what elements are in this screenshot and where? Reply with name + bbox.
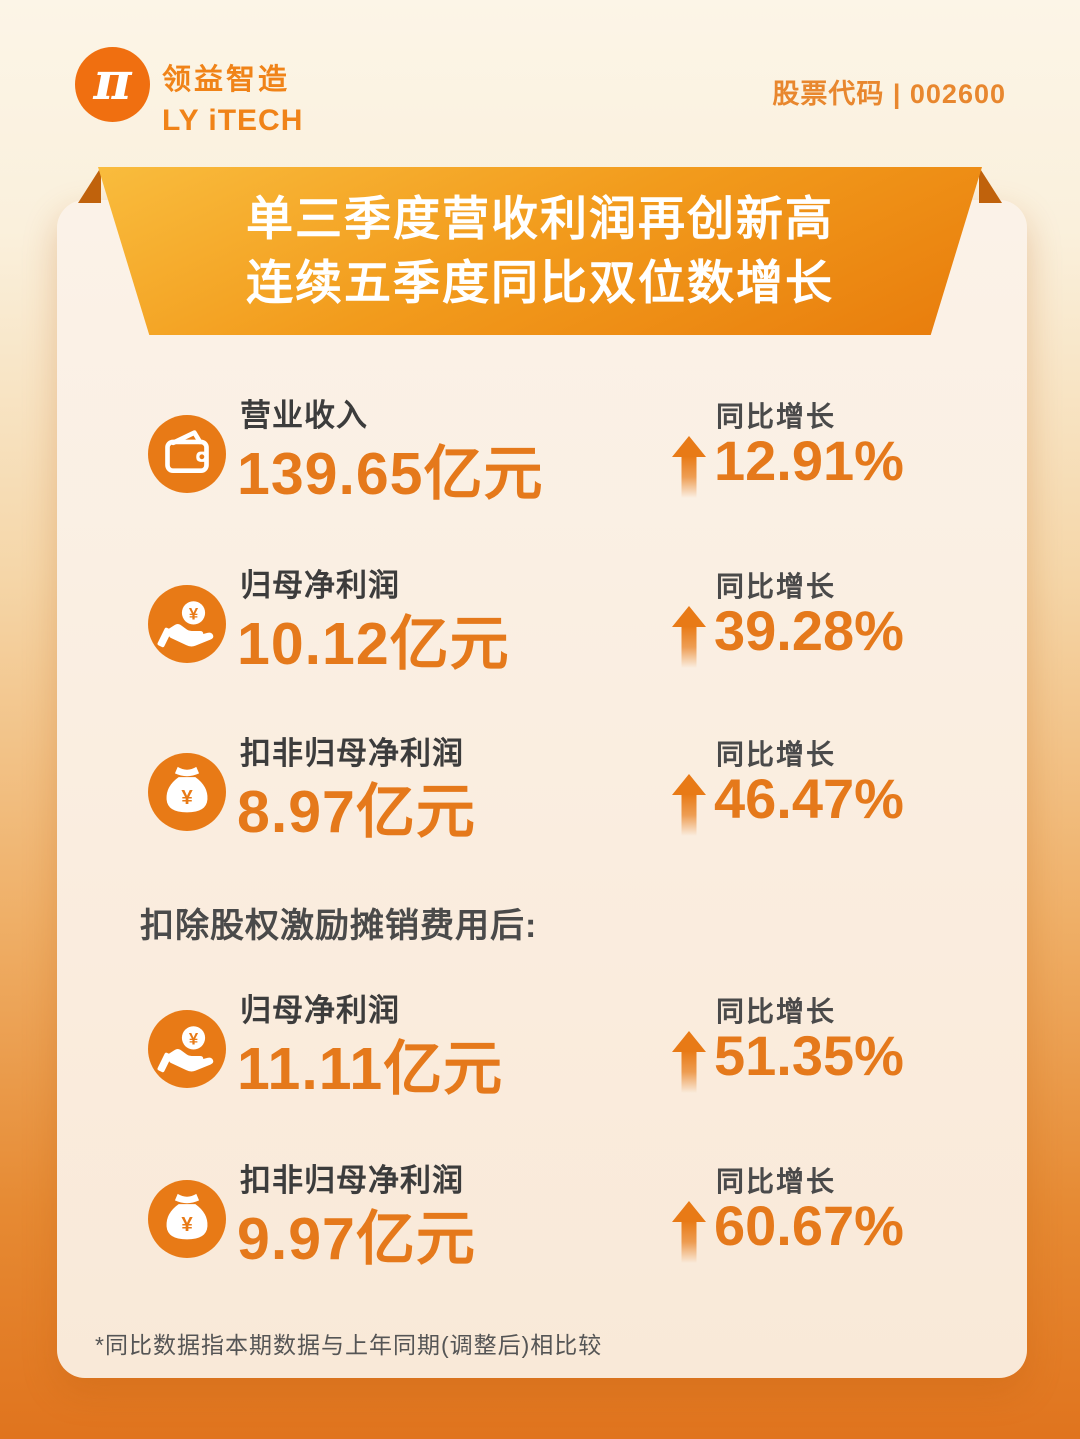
yoy-label: 同比增长 [716, 739, 837, 770]
yoy-value: 51.35% [714, 1024, 904, 1087]
yoy-value: 12.91% [714, 429, 904, 492]
yoy-label: 同比增长 [716, 1166, 837, 1197]
banner-title-line1: 单三季度营收利润再创新高 [246, 192, 834, 245]
footnote: *同比数据指本期数据与上年同期(调整后)相比较 [95, 1332, 603, 1358]
yoy-label: 同比增长 [716, 401, 837, 432]
svg-text:¥: ¥ [189, 604, 199, 623]
metric-value: 139.65亿元 [237, 441, 544, 507]
metric-value: 10.12亿元 [237, 611, 510, 677]
hand-coin-icon: ¥ [148, 585, 226, 663]
company-logo: π [75, 47, 150, 122]
svg-text:¥: ¥ [189, 1029, 199, 1048]
metric-row-revenue: 营业收入 139.65亿元 同比增长 12.91% [0, 390, 1080, 530]
title-banner: 单三季度营收利润再创新高 连续五季度同比双位数增长 [78, 167, 1002, 335]
metric-row-adjusted-nongaap-profit: ¥ 扣非归母净利润 9.97亿元 同比增长 60.67% [0, 1155, 1080, 1295]
arrow-up-icon [672, 774, 706, 836]
hand-coin-icon: ¥ [148, 1010, 226, 1088]
stock-code: 股票代码 | 002600 [772, 79, 1006, 109]
banner-fold-right [979, 167, 1002, 203]
yoy-label: 同比增长 [716, 996, 837, 1027]
banner-ribbon: 单三季度营收利润再创新高 连续五季度同比双位数增长 [98, 167, 982, 335]
arrow-up-icon [672, 606, 706, 668]
metric-row-nongaap-profit: ¥ 扣非归母净利润 8.97亿元 同比增长 46.47% [0, 728, 1080, 868]
wallet-icon [148, 415, 226, 493]
metric-value: 11.11亿元 [237, 1036, 504, 1102]
metric-label: 营业收入 [240, 398, 368, 433]
metric-label: 扣非归母净利润 [240, 736, 464, 771]
metric-value: 9.97亿元 [237, 1206, 476, 1272]
money-bag-icon: ¥ [148, 753, 226, 831]
brand-name-en: LY iTECH [162, 104, 304, 137]
banner-title-line2: 连续五季度同比双位数增长 [246, 256, 834, 309]
metric-label: 归母净利润 [240, 993, 400, 1028]
yoy-value: 39.28% [714, 599, 904, 662]
arrow-up-icon [672, 1031, 706, 1093]
banner-fold-left [78, 167, 101, 203]
yoy-value: 60.67% [714, 1194, 904, 1257]
money-bag-icon: ¥ [148, 1180, 226, 1258]
svg-text:¥: ¥ [181, 1214, 193, 1236]
arrow-up-icon [672, 436, 706, 498]
yoy-value: 46.47% [714, 767, 904, 830]
brand-block: 领益智造 LY iTECH [162, 56, 303, 138]
metric-label: 归母净利润 [240, 568, 400, 603]
arrow-up-icon [672, 1201, 706, 1263]
metric-label: 扣非归母净利润 [240, 1163, 464, 1198]
metric-row-adjusted-net-profit: ¥ 归母净利润 11.11亿元 同比增长 51.35% [0, 985, 1080, 1125]
yoy-label: 同比增长 [716, 571, 837, 602]
brand-name-cn: 领益智造 [162, 64, 291, 96]
section-divider-heading: 扣除股权激励摊销费用后: [140, 907, 538, 945]
metric-value: 8.97亿元 [237, 779, 476, 845]
metric-row-net-profit: ¥ 归母净利润 10.12亿元 同比增长 39.28% [0, 560, 1080, 700]
pi-logo-icon: π [93, 50, 132, 112]
svg-text:¥: ¥ [181, 787, 193, 809]
